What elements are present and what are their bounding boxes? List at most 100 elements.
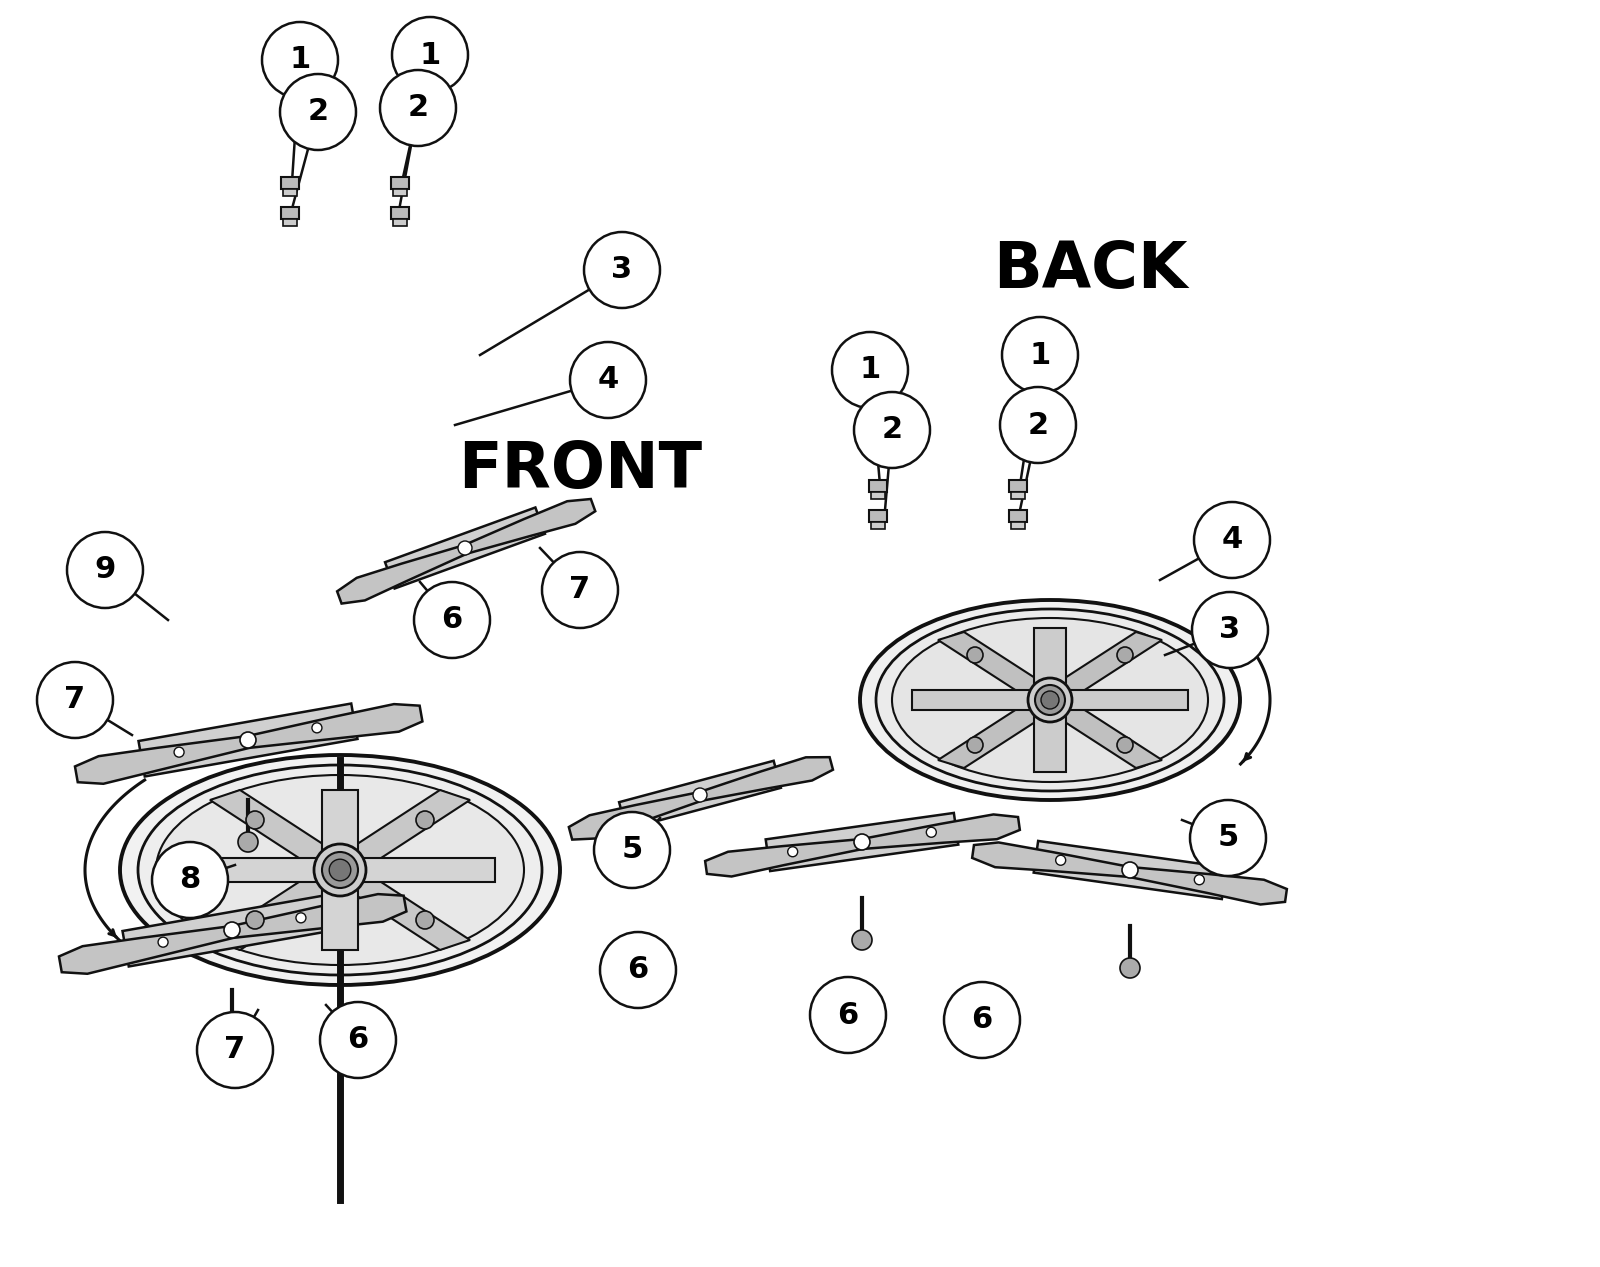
Circle shape [416,811,434,829]
Polygon shape [938,632,1162,768]
Circle shape [542,552,618,628]
Text: 2: 2 [882,416,902,445]
Polygon shape [938,632,1162,768]
Circle shape [296,912,306,922]
Circle shape [594,812,670,888]
FancyBboxPatch shape [282,207,299,219]
Circle shape [966,737,982,753]
Text: 2: 2 [408,94,429,123]
Circle shape [832,332,909,408]
Circle shape [1194,502,1270,578]
Text: 4: 4 [1221,526,1243,555]
Polygon shape [706,815,1019,877]
Circle shape [312,723,322,732]
Text: 7: 7 [570,575,590,604]
Text: BACK: BACK [992,239,1187,302]
Ellipse shape [893,618,1208,782]
Text: 3: 3 [611,256,632,285]
FancyBboxPatch shape [1010,511,1027,522]
Circle shape [222,1022,242,1041]
Ellipse shape [157,775,525,965]
FancyBboxPatch shape [869,511,886,522]
Circle shape [1122,862,1138,878]
Circle shape [1000,386,1075,462]
Circle shape [570,342,646,418]
Circle shape [693,788,707,802]
Text: 4: 4 [597,365,619,394]
Text: 7: 7 [64,685,85,715]
Text: 6: 6 [971,1006,992,1034]
Polygon shape [59,895,406,974]
Text: 5: 5 [1218,824,1238,853]
Text: 1: 1 [1029,341,1051,370]
FancyBboxPatch shape [870,522,885,530]
Circle shape [1035,685,1066,715]
Polygon shape [210,791,470,950]
Circle shape [1194,874,1205,884]
Circle shape [246,811,264,829]
FancyBboxPatch shape [1011,492,1026,499]
Circle shape [197,1012,274,1088]
Circle shape [152,843,229,919]
FancyBboxPatch shape [283,189,298,196]
Circle shape [1190,799,1266,875]
Circle shape [1042,691,1059,710]
Circle shape [458,541,472,555]
FancyBboxPatch shape [282,177,299,189]
Text: 5: 5 [621,835,643,864]
Polygon shape [139,703,357,777]
Text: 9: 9 [94,555,115,584]
Polygon shape [1034,628,1066,772]
Polygon shape [75,704,422,784]
Circle shape [1117,737,1133,753]
Circle shape [966,647,982,663]
Polygon shape [322,791,358,950]
Circle shape [174,748,184,758]
Circle shape [240,732,256,748]
Circle shape [600,933,675,1009]
Circle shape [320,1002,397,1078]
Circle shape [1192,592,1267,668]
Circle shape [1120,958,1139,978]
Circle shape [926,827,936,837]
Polygon shape [186,858,494,882]
Polygon shape [912,691,1187,710]
Circle shape [1117,647,1133,663]
Circle shape [330,859,350,881]
Text: 1: 1 [290,46,310,75]
Text: 8: 8 [179,865,200,895]
Text: 3: 3 [1219,616,1240,645]
Circle shape [392,16,467,92]
FancyBboxPatch shape [390,177,410,189]
Polygon shape [386,508,546,588]
FancyBboxPatch shape [1010,480,1027,492]
Polygon shape [210,791,470,950]
Circle shape [246,911,264,929]
Circle shape [314,844,366,896]
Circle shape [584,232,661,308]
Text: 6: 6 [347,1025,368,1054]
Circle shape [810,977,886,1053]
Text: 7: 7 [224,1035,245,1064]
Polygon shape [570,758,834,840]
Circle shape [414,582,490,658]
FancyBboxPatch shape [869,480,886,492]
Circle shape [280,73,355,150]
Circle shape [158,938,168,948]
FancyBboxPatch shape [390,207,410,219]
Circle shape [322,851,358,888]
Ellipse shape [877,609,1224,791]
Circle shape [854,834,870,850]
FancyBboxPatch shape [394,219,406,226]
Circle shape [1027,678,1072,722]
Text: 2: 2 [1027,411,1048,440]
Text: FRONT: FRONT [458,438,702,500]
Circle shape [262,22,338,98]
Circle shape [238,832,258,851]
FancyBboxPatch shape [1011,522,1026,530]
Circle shape [944,982,1021,1058]
Circle shape [381,70,456,146]
Circle shape [1056,855,1066,865]
Text: 2: 2 [307,98,328,127]
Circle shape [851,930,872,950]
